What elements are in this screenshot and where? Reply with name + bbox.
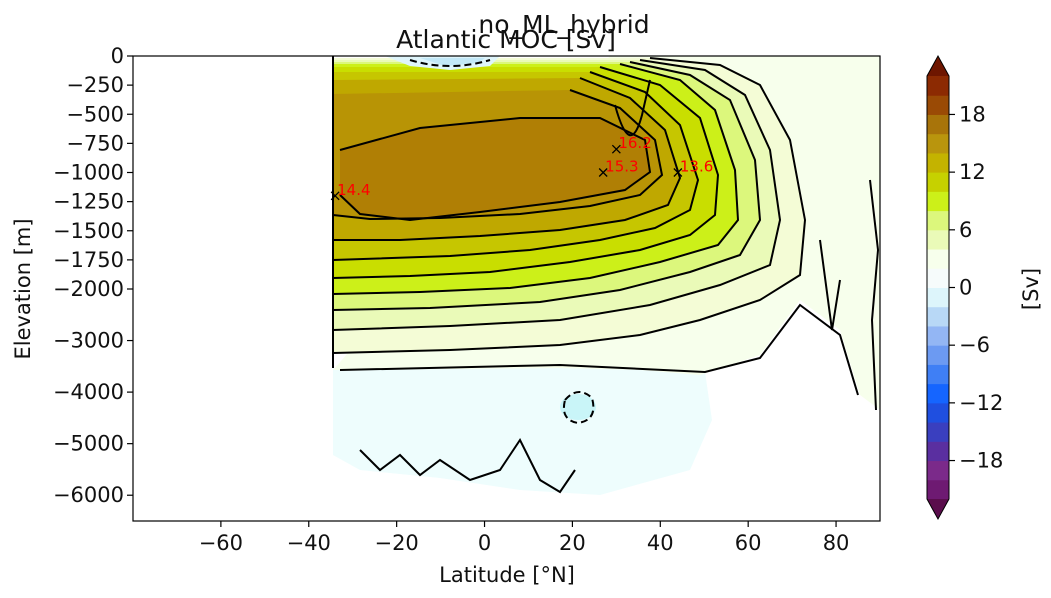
x-tick-label: 80: [823, 531, 850, 555]
colorbar-level: [927, 441, 949, 462]
contour-field: [333, 56, 880, 495]
colorbar: [926, 54, 950, 521]
y-tick-label: −2000: [53, 277, 124, 301]
colorbar-level: [927, 191, 949, 212]
contour-line: [332, 63, 740, 295]
colorbar-level: [927, 422, 949, 442]
colorbar-level: [927, 402, 949, 423]
y-tick-label: −5000: [53, 432, 124, 456]
colorbar-tick-label: −6: [959, 333, 990, 357]
plot-title: Atlantic MOC [Sv]: [396, 25, 616, 54]
contour-line: [819, 239, 841, 331]
colorbar-level: [927, 229, 949, 250]
colorbar-tick-label: −12: [959, 391, 1003, 415]
colorbar-tick-label: 0: [959, 276, 972, 300]
contour-line: [332, 61, 762, 311]
colorbar-label: [Sv]: [1019, 268, 1043, 310]
colorbar-level: [927, 210, 949, 231]
colorbar-level: [927, 114, 949, 135]
x-tick-label: −20: [374, 531, 418, 555]
colorbar-outline: [926, 54, 950, 521]
annotation-label: 14.4: [337, 181, 370, 199]
y-axis-ticks: 0 −250 −500 −750 −1000 −1250 −1500 −1750 −2000 −3…: [53, 44, 133, 507]
y-tick-label: −250: [66, 73, 124, 97]
y-tick-label: −1250: [53, 190, 124, 214]
y-tick-label: −750: [66, 131, 124, 155]
x-tick-label: 60: [735, 531, 762, 555]
colorbar-level: [927, 76, 949, 96]
contour-line: [562, 391, 595, 425]
y-tick-label: −3000: [53, 329, 124, 353]
figure-suptitle: no_ML_hybrid: [478, 10, 649, 39]
surface-negative-core: [420, 58, 485, 66]
colorbar-level: [927, 287, 949, 308]
contour-line: [332, 66, 720, 279]
contour-line: [409, 59, 491, 67]
annotation-label: 13.6: [680, 158, 713, 176]
colorbar-level: [927, 306, 949, 327]
x-axis-label: Latitude [°N]: [439, 563, 575, 587]
colorbar-level: [927, 249, 949, 269]
y-tick-label: −6000: [53, 483, 124, 507]
colorbar-level: [927, 172, 949, 192]
x-tick-label: 0: [478, 531, 491, 555]
x-axis-ticks: −60 −40 −20 0 20 40 60 80: [199, 521, 850, 555]
colorbar-min-extend: [927, 499, 949, 519]
deep-negative-cell: [333, 365, 712, 495]
contour-line: [359, 438, 576, 494]
deep-eddy: [560, 394, 596, 420]
colorbar-level: [927, 364, 949, 385]
x-tick-label: 20: [559, 531, 586, 555]
colorbar-level: [927, 268, 949, 288]
y-axis-label: Elevation [m]: [11, 218, 35, 359]
annotation-layer: 14.4 15.3 16.2 13.6: [330, 134, 713, 201]
contour-lines: [332, 56, 880, 494]
colorbar-level: [927, 95, 949, 115]
y-tick-label: −1000: [53, 161, 124, 185]
colorbar-tick-label: −18: [959, 449, 1003, 473]
contour-band-9: [340, 118, 650, 220]
contour-line: [332, 71, 700, 261]
y-tick-label: −1500: [53, 219, 124, 243]
contour-line: [869, 179, 880, 411]
colorbar-level: [927, 345, 949, 365]
contour-line: [333, 77, 682, 241]
colorbar-tick-label: 18: [959, 102, 986, 126]
y-tick-label: −500: [66, 102, 124, 126]
contour-line: [339, 117, 652, 222]
colorbar-level: [927, 383, 949, 404]
annotation-marker: [598, 168, 608, 177]
colorbar-ticks: 18 12 6 0 −6 −12 −18: [949, 102, 1003, 473]
annotation-label: 15.3: [605, 158, 638, 176]
colorbar-level: [927, 479, 949, 500]
y-tick-label: −1750: [53, 248, 124, 272]
annotation-marker: [611, 144, 621, 154]
contour-line: [339, 303, 859, 396]
annotation-marker: [330, 191, 340, 201]
colorbar-max-extend: [927, 56, 949, 76]
contour-line: [332, 59, 782, 331]
annotation-marker: [673, 168, 683, 177]
contour-line: [332, 57, 807, 354]
colorbar-level: [927, 460, 949, 481]
x-tick-label: 40: [647, 531, 674, 555]
colorbar-tick-label: 6: [959, 218, 972, 242]
annotation-label: 16.2: [618, 134, 651, 152]
x-tick-label: −40: [287, 531, 331, 555]
contour-line: [614, 79, 651, 137]
colorbar-level: [927, 133, 949, 154]
x-tick-label: −60: [199, 531, 243, 555]
y-tick-label: 0: [111, 44, 124, 68]
colorbar-level: [927, 325, 949, 346]
colorbar-tick-label: 12: [959, 160, 986, 184]
y-tick-label: −4000: [53, 380, 124, 404]
colorbar-level: [927, 152, 949, 173]
